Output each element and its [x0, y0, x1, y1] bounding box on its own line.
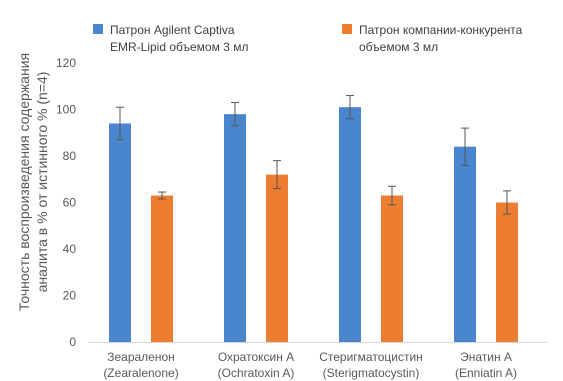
y-axis-title-line: Точность воспроизведения содержания [16, 53, 32, 311]
legend-swatch [93, 24, 103, 34]
legend-label: EMR-Lipid объемом 3 мл [110, 40, 248, 54]
y-axis-title-line: аналита в % от истинного % (n=4) [34, 72, 50, 293]
category-label: Энатин А [460, 350, 512, 364]
y-axis-ticks: 0 20 40 60 80 100 120 [56, 56, 76, 349]
bar [496, 202, 518, 342]
category-label: (Ochratoxin A) [218, 366, 295, 380]
legend-label: Патрон Agilent Captiva [110, 23, 235, 37]
y-tick-label: 100 [56, 103, 76, 117]
y-tick-label: 20 [63, 289, 77, 303]
category-label: Охратоксин А [218, 350, 294, 364]
y-tick-label: 40 [63, 242, 77, 256]
legend-label: Патрон компании-конкурента [359, 23, 523, 37]
legend: Патрон Agilent Captiva EMR-Lipid объемом … [93, 23, 523, 54]
category-label: Зеараленон [107, 350, 175, 364]
bar [454, 146, 476, 342]
y-tick-label: 0 [69, 335, 76, 349]
category-label: (Enniatin A) [455, 366, 517, 380]
y-tick-label: 80 [63, 149, 77, 163]
bar [151, 195, 173, 342]
category-label: (Sterigmatocystin) [323, 366, 420, 380]
category-label: Стеригматоцистин [319, 350, 423, 364]
bar [224, 114, 246, 343]
y-tick-label: 120 [56, 56, 76, 70]
bar [109, 123, 131, 342]
bar [339, 107, 361, 342]
category-label: (Zearalenone) [103, 366, 178, 380]
legend-label: объемом 3 мл [359, 40, 438, 54]
y-axis-label: Точность воспроизведения содержания анали… [16, 53, 50, 311]
bars [109, 95, 518, 343]
bar [381, 195, 403, 342]
y-tick-label: 60 [63, 196, 77, 210]
legend-swatch [342, 24, 352, 34]
bar [266, 174, 288, 342]
category-labels: Зеараленон (Zearalenone) Охратоксин А (Ochr… [103, 350, 517, 380]
